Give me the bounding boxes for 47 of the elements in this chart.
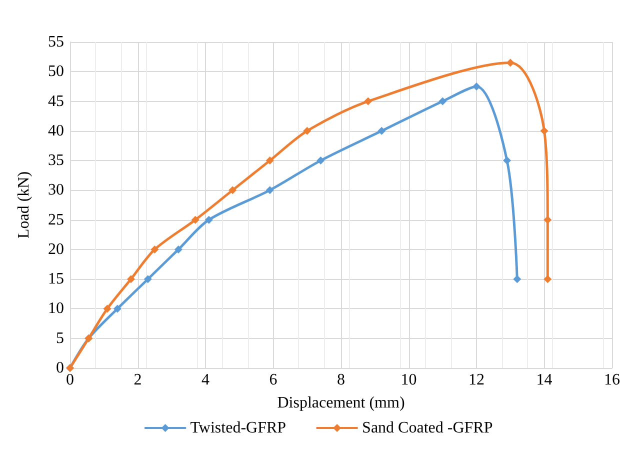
point	[513, 275, 522, 284]
x-tick-label: 14	[536, 372, 552, 388]
x-tick-label: 8	[337, 372, 345, 388]
y-tick-label: 5	[56, 330, 64, 347]
point	[364, 97, 372, 106]
x-tick-label: 2	[134, 372, 142, 388]
point	[266, 186, 274, 194]
point	[316, 156, 325, 165]
point	[204, 216, 213, 224]
point	[303, 126, 312, 135]
point	[191, 216, 200, 224]
y-tick-label: 10	[48, 300, 64, 318]
point	[174, 245, 182, 254]
point	[150, 245, 159, 254]
x-axis-title: Displacement (mm)	[277, 394, 405, 412]
y-tick-label: 50	[48, 63, 64, 80]
point	[144, 275, 152, 284]
y-tick-label: 35	[48, 152, 64, 170]
x-tick-label: 10	[400, 372, 417, 388]
y-tick-label: 0	[56, 360, 64, 376]
point	[438, 97, 447, 106]
y-tick-label: 55	[48, 34, 64, 50]
x-tick-label: 16	[604, 372, 620, 388]
y-tick-label: 20	[48, 240, 64, 258]
point	[506, 58, 514, 67]
y-tick-label: 15	[48, 270, 64, 288]
point	[378, 126, 386, 135]
x-tick-label: 6	[269, 372, 278, 388]
point	[544, 275, 552, 284]
y-tick-label: 45	[48, 92, 64, 110]
y-tick-label: 25	[48, 211, 64, 228]
x-tick-label: 12	[468, 372, 484, 388]
y-tick-label: 30	[48, 182, 64, 199]
y-axis-title: Load (kN)	[16, 171, 32, 239]
point	[103, 304, 112, 313]
point	[266, 156, 274, 165]
point	[544, 216, 552, 224]
point	[126, 275, 135, 284]
point	[540, 126, 548, 135]
point	[228, 186, 237, 194]
point	[502, 156, 511, 165]
point	[472, 82, 480, 90]
point	[113, 304, 122, 313]
x-tick-label: 4	[202, 372, 210, 388]
legend-label: Sand Coated -GFRP	[362, 420, 493, 436]
legend-label: Twisted-GFRP	[190, 420, 286, 436]
y-tick-label: 40	[48, 122, 64, 140]
